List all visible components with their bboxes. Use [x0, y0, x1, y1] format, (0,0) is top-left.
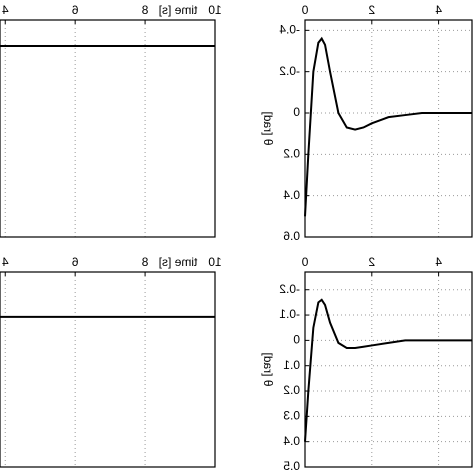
y-tick-label: -0.2	[279, 64, 300, 78]
x-tick-label: 2	[368, 255, 375, 269]
plot-frame	[304, 271, 473, 468]
data-line	[304, 298, 472, 442]
x-tick-label: 4	[2, 255, 9, 269]
x-tick-label: 4	[435, 255, 442, 269]
y-tick-label: 0.5	[283, 459, 300, 473]
y-axis-label: θ [rad]	[261, 111, 275, 145]
x-axis-label: time [s]	[159, 255, 198, 269]
plot-frame	[0, 271, 216, 468]
x-tick-label: 4	[435, 3, 442, 17]
y-axis-label: θ [rad]	[261, 352, 275, 386]
x-tick-label: 0	[301, 255, 308, 269]
y-tick-label: 0.3	[283, 409, 300, 423]
x-axis-label: time [s]	[159, 3, 198, 17]
y-tick-label: -0.4	[279, 23, 300, 37]
x-tick-label: 4	[2, 3, 9, 17]
x-tick-label: 0	[301, 3, 308, 17]
y-tick-label: 0	[293, 333, 300, 347]
x-tick-label: 10	[208, 3, 222, 17]
x-tick-label: 8	[141, 255, 148, 269]
plot-frame	[0, 19, 216, 238]
x-tick-label: 6	[72, 255, 79, 269]
y-tick-label: 0	[293, 105, 300, 119]
y-tick-label: -0.1	[279, 307, 300, 321]
y-tick-label: 0.6	[283, 229, 300, 243]
plot-frame	[304, 19, 473, 238]
x-tick-label: 2	[368, 3, 375, 17]
y-tick-label: 0.4	[283, 434, 300, 448]
y-tick-label: -0.2	[279, 282, 300, 296]
data-line	[304, 36, 472, 217]
x-tick-label: 10	[208, 255, 222, 269]
y-tick-label: 0.4	[283, 188, 300, 202]
x-tick-label: 6	[72, 3, 79, 17]
y-tick-label: 0.1	[283, 358, 300, 372]
x-tick-label: 8	[141, 3, 148, 17]
y-tick-label: 0.2	[283, 147, 300, 161]
y-tick-label: 0.2	[283, 383, 300, 397]
